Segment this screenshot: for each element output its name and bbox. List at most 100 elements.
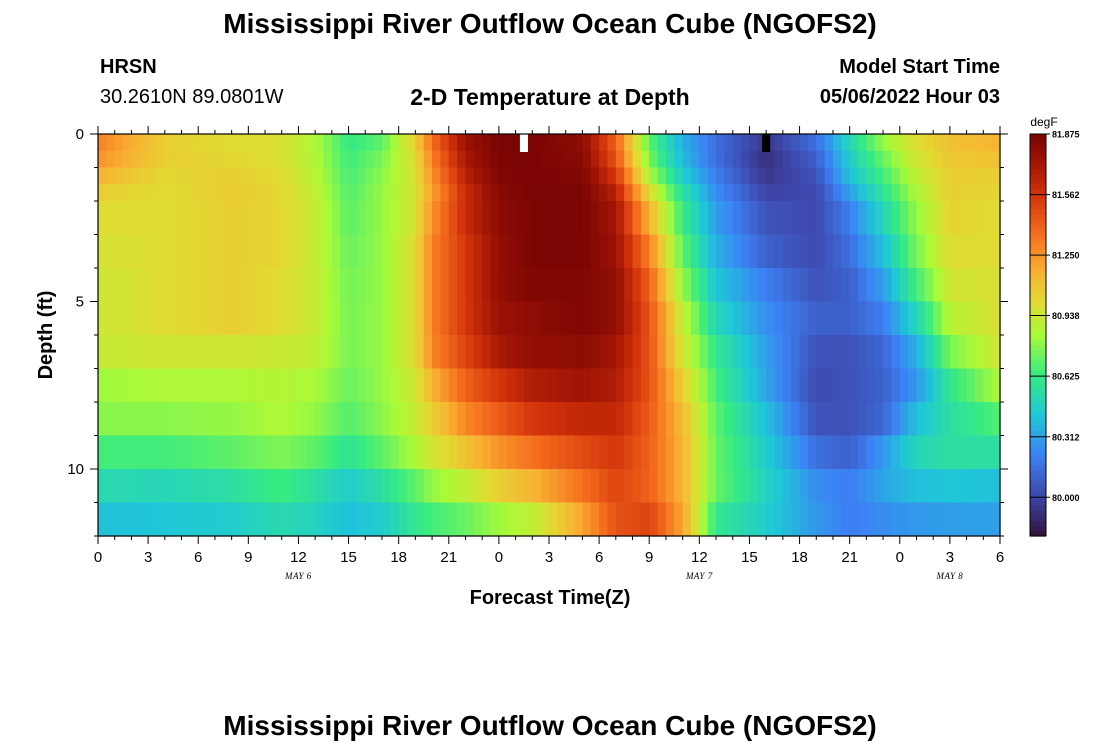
heatmap-cell <box>699 301 709 336</box>
heatmap-cell <box>557 201 567 236</box>
heatmap-cell <box>824 234 834 269</box>
heatmap-cell <box>415 184 425 202</box>
heatmap-cell <box>824 268 834 303</box>
heatmap-cell <box>624 201 634 236</box>
heatmap-cell <box>106 402 116 437</box>
heatmap-cell <box>123 335 133 370</box>
heatmap-cell <box>841 335 851 370</box>
heatmap-cell <box>899 201 909 236</box>
heatmap-cell <box>473 435 483 470</box>
heatmap-cell <box>98 184 107 202</box>
heatmap-cell <box>874 268 884 303</box>
heatmap-cell <box>766 167 776 185</box>
colorbar-segment <box>1030 229 1046 236</box>
heatmap-cell <box>565 234 575 269</box>
heatmap-cell <box>824 368 834 403</box>
heatmap-cell <box>256 301 266 336</box>
heatmap-cell <box>632 184 642 202</box>
heatmap-cell <box>674 167 684 185</box>
heatmap-cell <box>515 301 525 336</box>
heatmap-cell <box>557 268 567 303</box>
heatmap-cell <box>924 435 934 470</box>
heatmap-cell <box>933 150 943 169</box>
heatmap-cell <box>908 301 918 336</box>
heatmap-cell <box>599 234 609 269</box>
heatmap-cell <box>131 268 141 303</box>
heatmap-cell <box>607 301 617 336</box>
heatmap-cell <box>181 402 191 437</box>
heatmap-cell <box>114 234 124 269</box>
heatmap-cell <box>791 502 801 537</box>
heatmap-cell <box>674 469 684 504</box>
heatmap-cell <box>340 134 350 152</box>
heatmap-cell <box>991 301 1001 336</box>
x-tick-label: 9 <box>244 549 252 566</box>
heatmap-cell <box>899 469 909 504</box>
heatmap-cell <box>381 234 391 269</box>
heatmap-cell <box>866 368 876 403</box>
heatmap-cell <box>549 435 558 470</box>
heatmap-cell <box>832 335 842 370</box>
heatmap-cell <box>239 184 249 202</box>
heatmap-cell <box>933 268 943 303</box>
heatmap-cell <box>323 167 333 185</box>
heatmap-cell <box>256 201 266 236</box>
heatmap-cell <box>741 301 751 336</box>
heatmap-cell <box>340 301 350 336</box>
heatmap-cell <box>181 167 191 185</box>
colorbar-segment <box>1030 530 1046 537</box>
heatmap-cell <box>682 502 692 537</box>
heatmap-cell <box>590 469 600 504</box>
heatmap-cell <box>256 335 266 370</box>
heatmap-cell <box>690 502 700 537</box>
heatmap-cell <box>214 469 224 504</box>
colorbar-segment <box>1030 350 1046 356</box>
heatmap-cell <box>423 335 433 370</box>
heatmap-cell <box>916 134 926 152</box>
heatmap-cell <box>123 234 133 269</box>
heatmap-cell <box>532 234 542 269</box>
heatmap-cell <box>774 469 784 504</box>
heatmap-cell <box>440 335 450 370</box>
heatmap-cell <box>331 368 341 403</box>
x-tick-label: 15 <box>340 549 357 566</box>
heatmap-cell <box>682 301 692 336</box>
heatmap-cell <box>841 435 851 470</box>
heatmap-cell <box>407 402 416 437</box>
heatmap-cell <box>131 150 141 169</box>
heatmap-cell <box>632 435 642 470</box>
heatmap-cell <box>807 268 817 303</box>
heatmap-cell <box>356 184 366 202</box>
heatmap-cell <box>858 301 867 336</box>
heatmap-cell <box>540 301 550 336</box>
heatmap-cell <box>265 502 274 537</box>
colorbar-segment <box>1030 269 1046 276</box>
heatmap-cell <box>807 134 817 152</box>
heatmap-cell <box>490 134 500 152</box>
heatmap-cell <box>189 435 199 470</box>
heatmap-cell <box>874 368 884 403</box>
heatmap-cell <box>849 469 859 504</box>
heatmap-cell <box>181 469 191 504</box>
heatmap-cell <box>148 167 158 185</box>
heatmap-cell <box>156 301 166 336</box>
heatmap-cell <box>849 402 859 437</box>
heatmap-cell <box>465 435 475 470</box>
heatmap-cell <box>807 234 817 269</box>
heatmap-cell <box>265 184 274 202</box>
heatmap-cell <box>941 435 951 470</box>
heatmap-cell <box>532 167 542 185</box>
heatmap-cell <box>933 402 943 437</box>
heatmap-cell <box>949 167 959 185</box>
heatmap-cell <box>799 150 809 169</box>
heatmap-cell <box>883 134 893 152</box>
heatmap-cell <box>924 335 934 370</box>
heatmap-cell <box>448 402 458 437</box>
heatmap-cell <box>665 301 675 336</box>
heatmap-cell <box>256 368 266 403</box>
heatmap-cells <box>98 134 1001 537</box>
heatmap-cell <box>164 502 174 537</box>
heatmap-cell <box>290 234 300 269</box>
heatmap-cell <box>423 167 433 185</box>
heatmap-cell <box>106 167 116 185</box>
